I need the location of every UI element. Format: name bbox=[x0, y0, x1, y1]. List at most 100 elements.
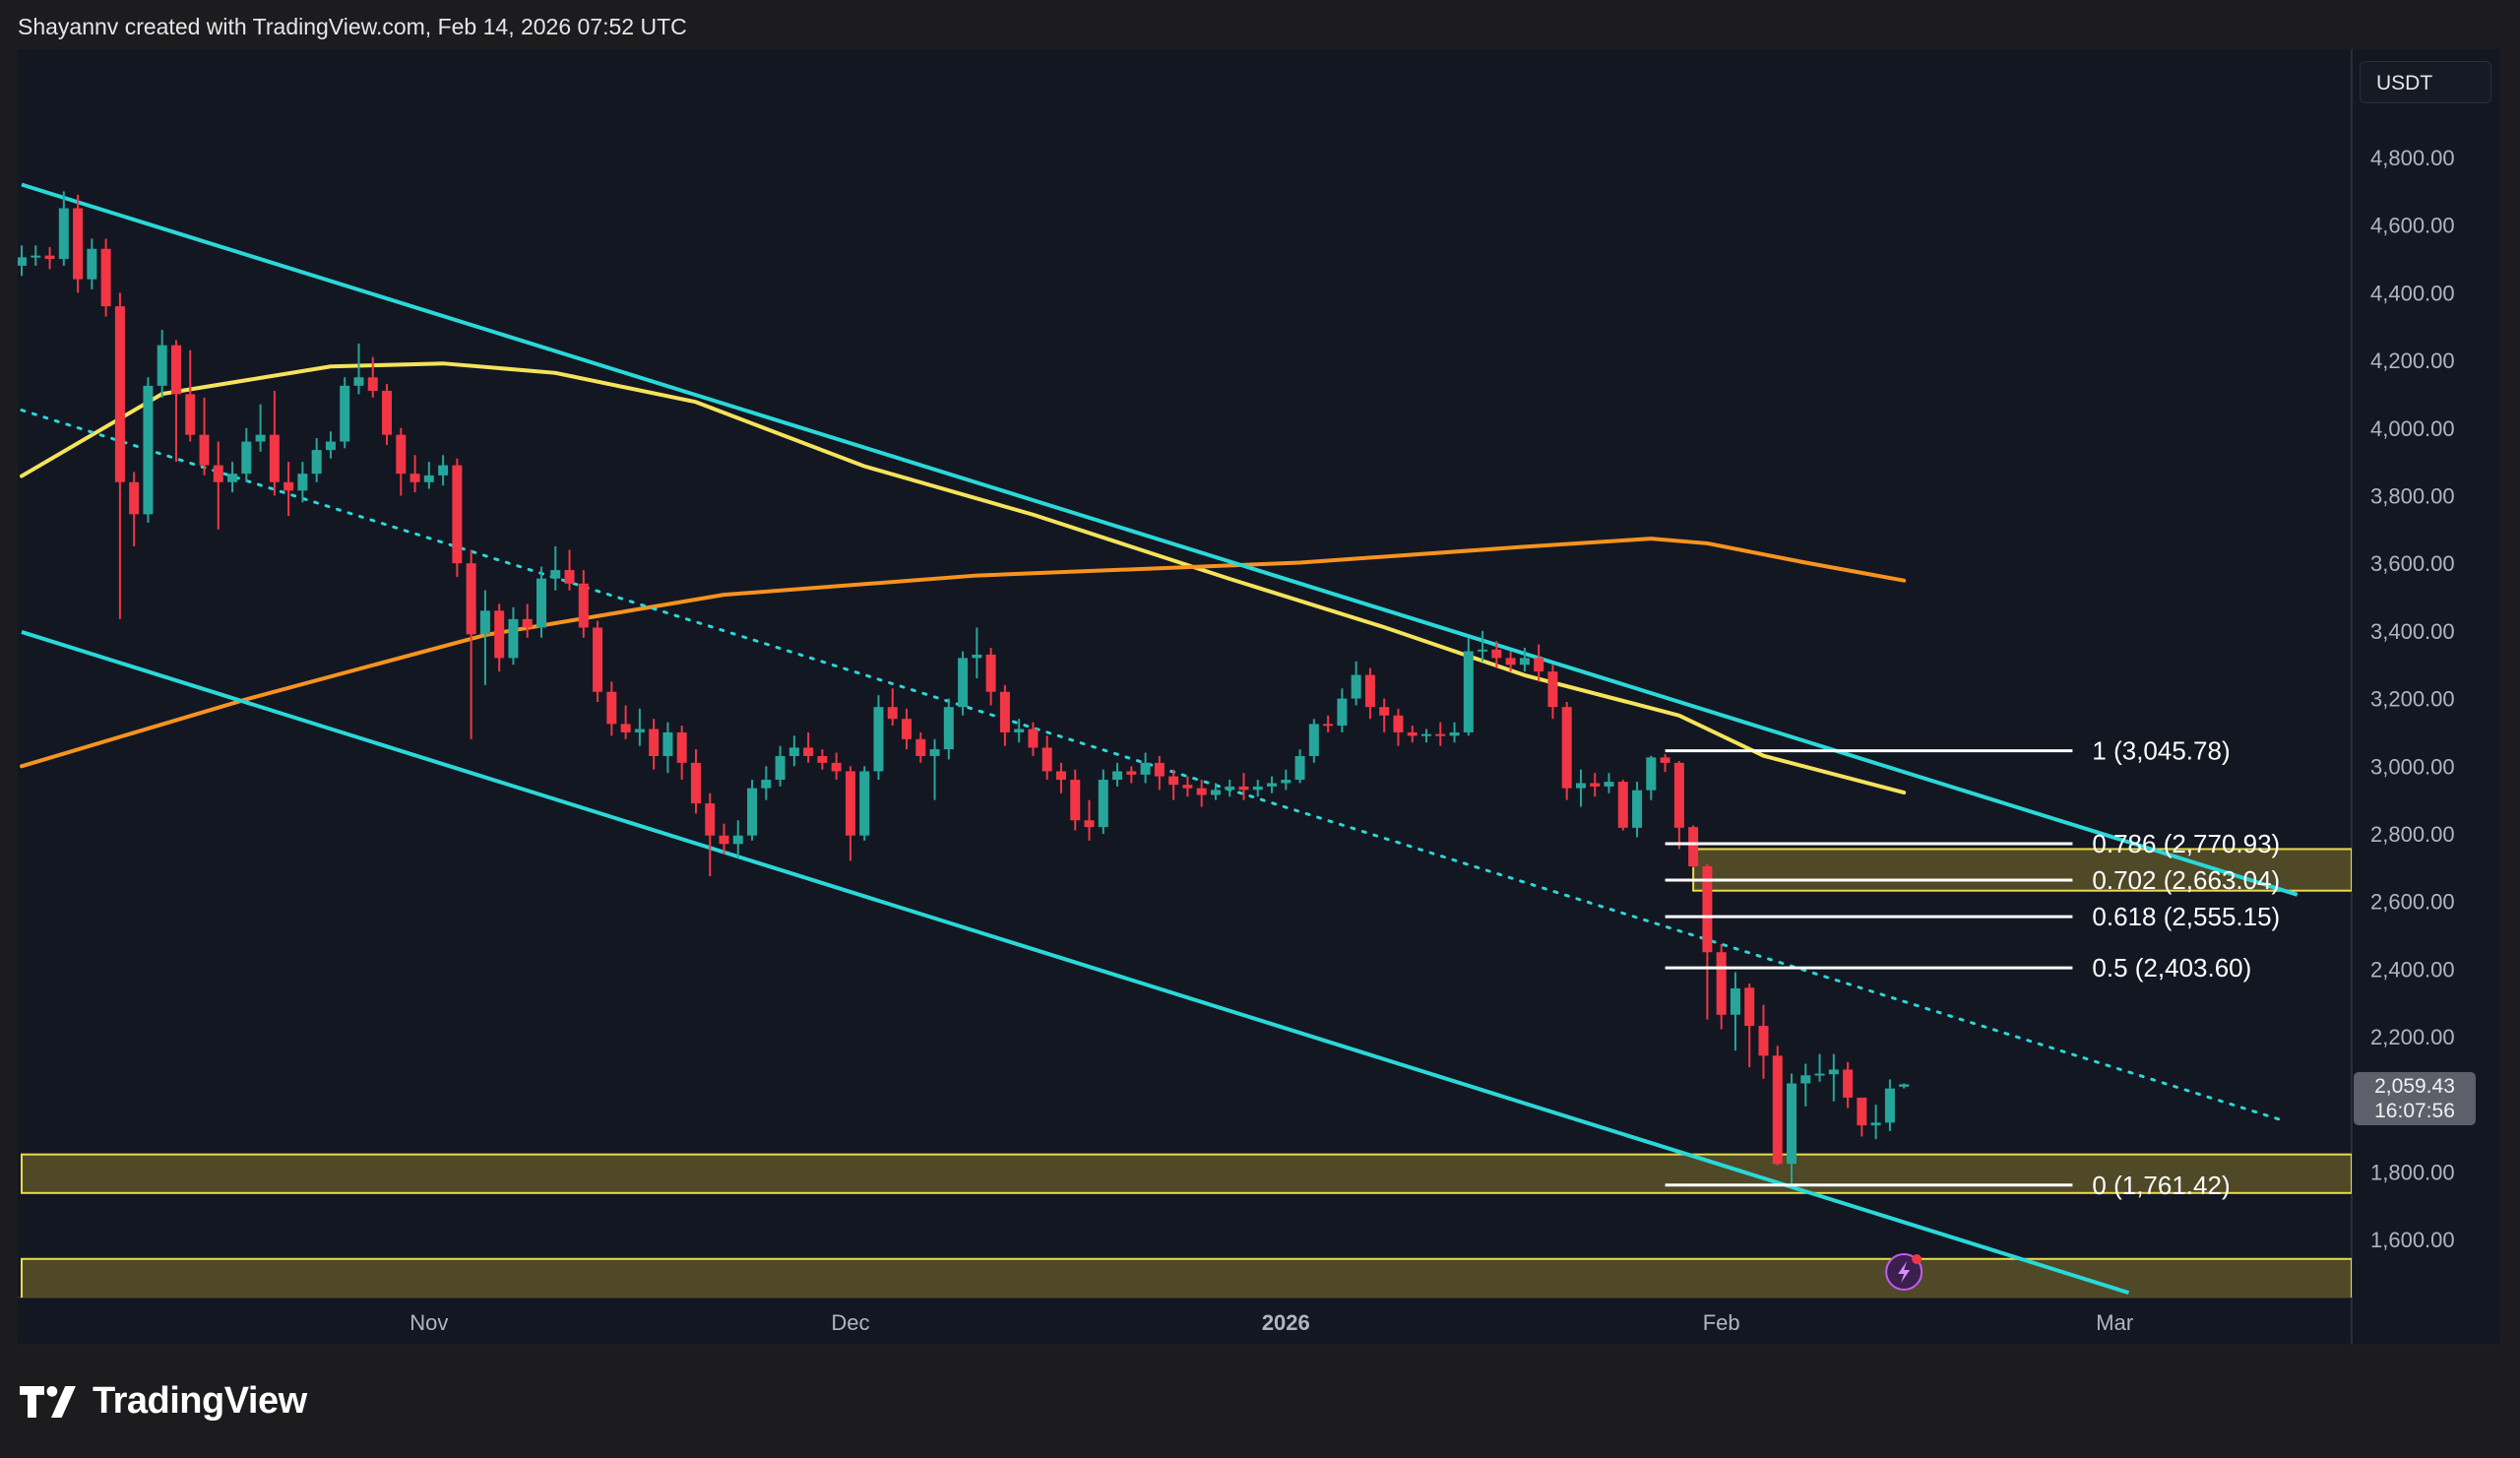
candle bbox=[100, 238, 111, 317]
price-tick-label: 2,800.00 bbox=[2370, 822, 2455, 847]
candle-body bbox=[1632, 790, 1643, 828]
candle bbox=[747, 780, 758, 841]
currency-button[interactable]: USDT bbox=[2360, 61, 2491, 103]
channel-lower-trendline[interactable] bbox=[21, 630, 2130, 1296]
candle bbox=[1168, 769, 1179, 800]
time-axis[interactable] bbox=[18, 1298, 2352, 1344]
candle-body bbox=[1351, 674, 1361, 699]
candle-body bbox=[438, 465, 449, 475]
tradingview-logo-icon bbox=[20, 1385, 76, 1418]
time-tick-label: Mar bbox=[2096, 1310, 2133, 1335]
candle bbox=[31, 245, 41, 266]
candle-body bbox=[1590, 783, 1601, 787]
candle-body bbox=[831, 762, 842, 772]
candle bbox=[1379, 698, 1390, 732]
candle bbox=[340, 377, 350, 449]
candle bbox=[1323, 715, 1334, 732]
candle bbox=[803, 731, 814, 763]
price-tick-label: 4,800.00 bbox=[2370, 146, 2455, 170]
candle-body bbox=[1843, 1069, 1854, 1098]
fib-level-label: 0.702 (2,663.04) bbox=[2092, 865, 2280, 895]
candle-body bbox=[1041, 747, 1052, 772]
candle bbox=[1758, 1004, 1769, 1079]
candle bbox=[593, 620, 603, 703]
candle bbox=[1028, 722, 1039, 756]
candle-body bbox=[929, 749, 940, 756]
price-tick-label: 3,000.00 bbox=[2370, 754, 2455, 779]
bar-countdown: 16:07:56 bbox=[2374, 1100, 2455, 1122]
price-tick-label: 3,600.00 bbox=[2370, 551, 2455, 576]
candle-body bbox=[859, 771, 870, 836]
candle-body bbox=[1337, 698, 1348, 727]
candle bbox=[522, 603, 533, 638]
candle-body bbox=[410, 474, 420, 482]
candle bbox=[114, 292, 125, 619]
candle-body bbox=[1884, 1088, 1895, 1123]
support-resistance-zone[interactable] bbox=[1692, 848, 2352, 892]
candle-body bbox=[1323, 724, 1334, 727]
candle-body bbox=[1196, 788, 1207, 795]
candle bbox=[1730, 972, 1740, 1051]
candle-body bbox=[1225, 786, 1235, 791]
candle bbox=[873, 695, 884, 781]
candle-body bbox=[1534, 658, 1544, 672]
candle bbox=[241, 427, 252, 482]
candle-body bbox=[1449, 731, 1460, 736]
candle bbox=[1055, 762, 1066, 793]
candle bbox=[367, 356, 378, 398]
candle-body bbox=[213, 465, 223, 482]
lightning-icon[interactable] bbox=[1885, 1253, 1923, 1291]
candle bbox=[396, 427, 407, 496]
candle-body bbox=[18, 257, 27, 266]
candle-body bbox=[1098, 780, 1108, 828]
candle bbox=[143, 377, 154, 523]
last-price-label: 2,059.43 16:07:56 bbox=[2354, 1072, 2476, 1125]
candle-body bbox=[1028, 729, 1039, 748]
chart-pane[interactable] bbox=[18, 49, 2352, 1298]
candle-body bbox=[87, 248, 97, 280]
candle bbox=[929, 738, 940, 800]
candle bbox=[1534, 644, 1544, 682]
candle-body bbox=[31, 255, 41, 258]
notification-dot bbox=[1912, 1254, 1922, 1264]
candle-body bbox=[227, 474, 238, 482]
candle-body bbox=[1267, 783, 1278, 787]
support-resistance-zone[interactable] bbox=[21, 1153, 2352, 1194]
candle-body bbox=[1673, 762, 1684, 828]
candle-body bbox=[1407, 731, 1418, 736]
candle bbox=[845, 766, 855, 861]
candle bbox=[1196, 780, 1207, 807]
candle-body bbox=[1547, 671, 1558, 708]
support-resistance-zone[interactable] bbox=[21, 1257, 2352, 1300]
candle bbox=[382, 384, 393, 445]
candle-body bbox=[143, 385, 154, 515]
candle bbox=[999, 684, 1010, 746]
candle-body bbox=[732, 835, 743, 845]
candle bbox=[1154, 755, 1165, 791]
candle bbox=[479, 590, 490, 685]
price-axis[interactable] bbox=[2352, 49, 2500, 1344]
candle-body bbox=[1505, 658, 1516, 666]
moving-average-line[interactable] bbox=[20, 361, 1907, 795]
channel-upper-trendline[interactable] bbox=[21, 182, 2299, 897]
price-tick-label: 4,600.00 bbox=[2370, 214, 2455, 238]
candle-body bbox=[985, 654, 996, 692]
candle-body bbox=[100, 248, 111, 307]
candle-body bbox=[466, 563, 476, 635]
candle-body bbox=[1182, 785, 1193, 789]
tradingview-logo[interactable]: TradingView bbox=[20, 1380, 307, 1423]
candle-body bbox=[1491, 649, 1502, 659]
candle-body bbox=[170, 345, 181, 395]
candle-body bbox=[887, 707, 898, 720]
candle bbox=[550, 546, 561, 591]
candle bbox=[1210, 783, 1221, 800]
channel-mid-trendline[interactable] bbox=[20, 409, 2285, 1122]
candle bbox=[170, 340, 181, 463]
moving-average-line[interactable] bbox=[20, 537, 1907, 769]
candle-body bbox=[578, 583, 589, 628]
candle bbox=[705, 792, 716, 876]
candle-body bbox=[199, 434, 210, 466]
candle bbox=[1238, 773, 1249, 800]
candle-body bbox=[185, 394, 196, 435]
